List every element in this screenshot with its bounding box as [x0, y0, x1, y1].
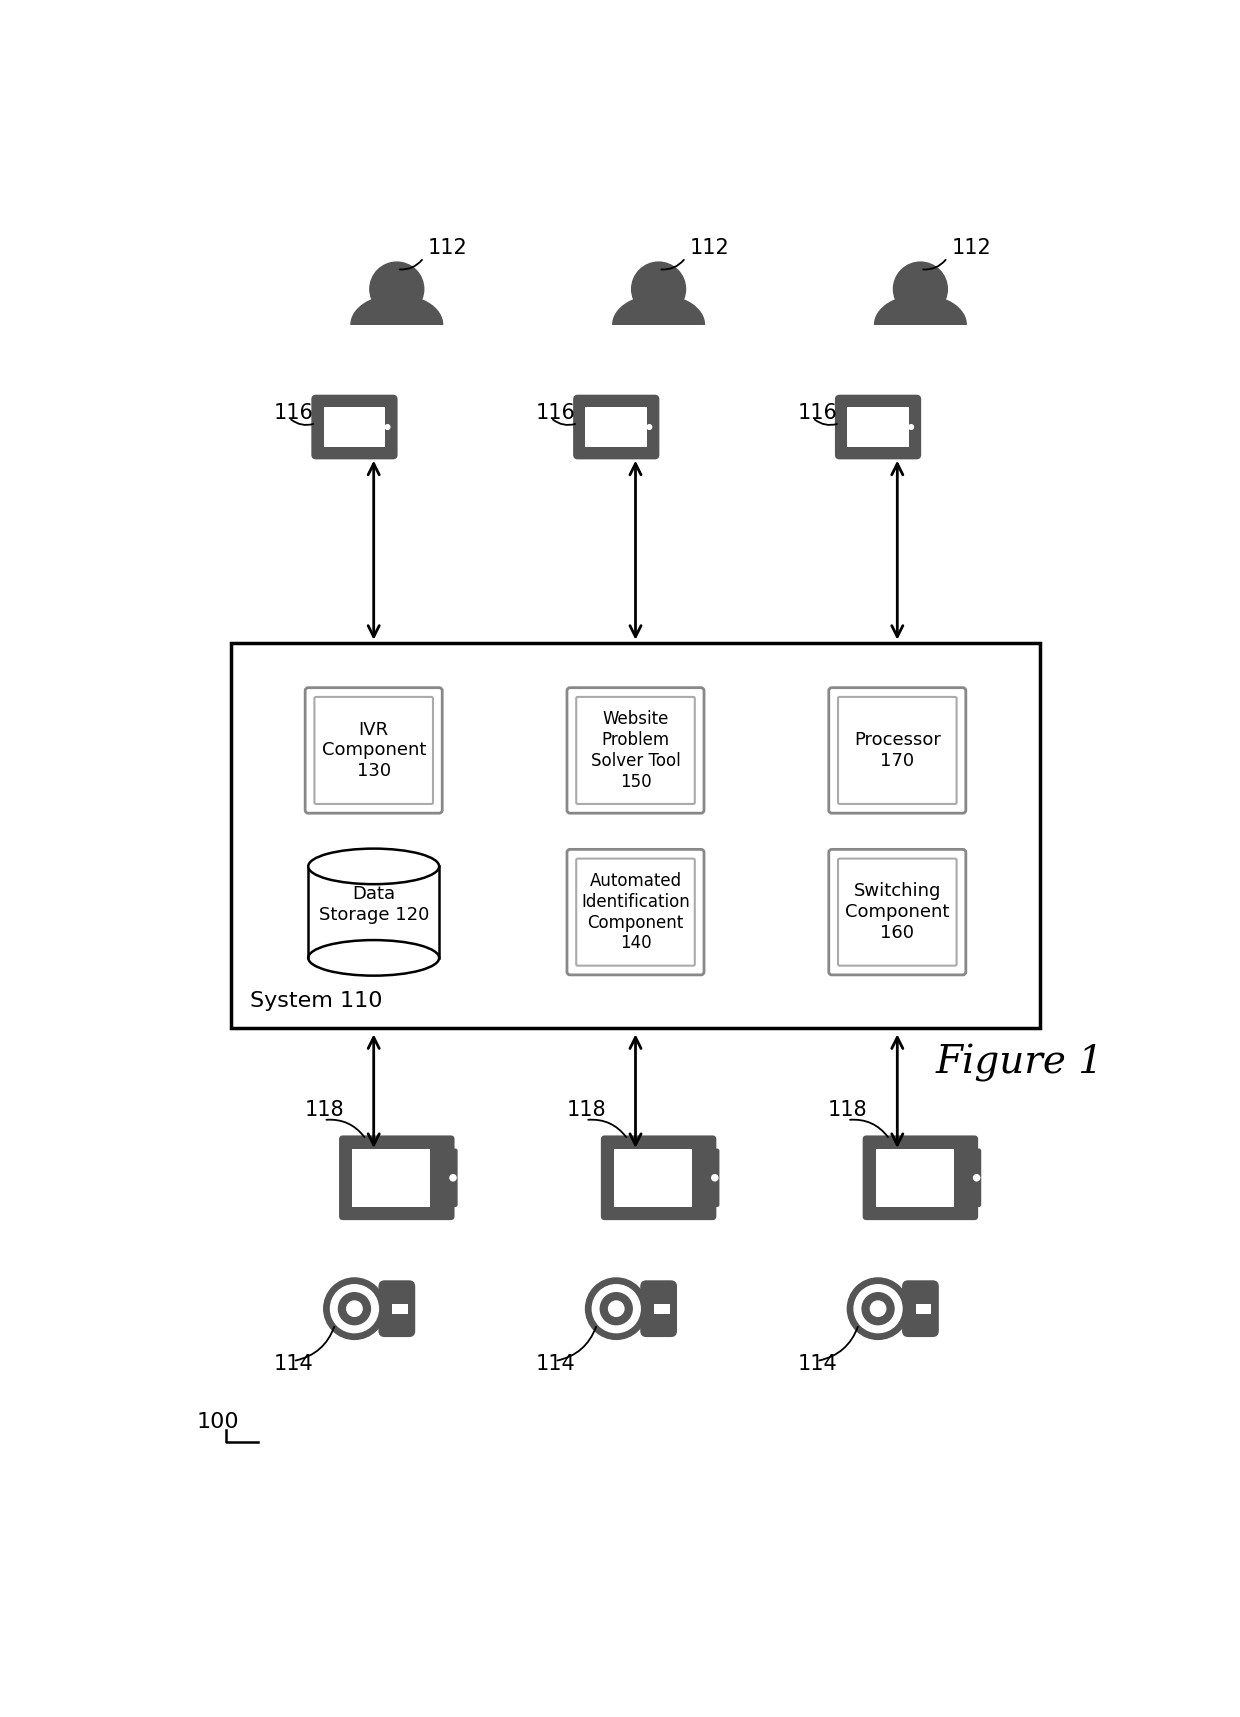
Circle shape	[712, 1174, 718, 1181]
Circle shape	[386, 424, 389, 429]
Circle shape	[894, 263, 947, 316]
FancyBboxPatch shape	[339, 1135, 455, 1221]
FancyBboxPatch shape	[315, 697, 433, 804]
Bar	[585, 407, 647, 446]
Circle shape	[600, 1293, 632, 1324]
Ellipse shape	[644, 1320, 658, 1331]
FancyBboxPatch shape	[828, 689, 966, 814]
Circle shape	[647, 424, 652, 429]
FancyBboxPatch shape	[601, 1135, 717, 1221]
FancyBboxPatch shape	[701, 1149, 719, 1207]
FancyBboxPatch shape	[311, 395, 398, 460]
Text: 114: 114	[536, 1355, 575, 1374]
Bar	[609, 325, 708, 359]
Bar	[347, 325, 446, 359]
Ellipse shape	[915, 1286, 930, 1298]
Text: 116: 116	[274, 403, 314, 424]
Text: Data
Storage 120: Data Storage 120	[319, 886, 429, 924]
FancyBboxPatch shape	[901, 1281, 939, 1338]
Ellipse shape	[351, 295, 443, 354]
Circle shape	[370, 263, 424, 316]
Text: 114: 114	[274, 1355, 314, 1374]
Text: 116: 116	[797, 403, 837, 424]
Text: Switching
Component
160: Switching Component 160	[846, 883, 950, 943]
Circle shape	[973, 1174, 980, 1181]
Text: 118: 118	[567, 1101, 606, 1119]
Bar	[231, 642, 1040, 1028]
Ellipse shape	[382, 1320, 396, 1331]
Circle shape	[339, 1293, 371, 1324]
Circle shape	[450, 1174, 456, 1181]
Bar	[916, 1305, 931, 1314]
Text: Website
Problem
Solver Tool
150: Website Problem Solver Tool 150	[590, 711, 681, 790]
FancyBboxPatch shape	[567, 850, 704, 975]
Text: 112: 112	[951, 237, 991, 258]
FancyBboxPatch shape	[573, 395, 660, 460]
Ellipse shape	[874, 295, 966, 354]
Bar	[614, 1149, 692, 1207]
Bar	[352, 1149, 430, 1207]
Text: 112: 112	[689, 237, 729, 258]
FancyBboxPatch shape	[439, 1149, 458, 1207]
FancyBboxPatch shape	[577, 858, 694, 965]
Text: Figure 1: Figure 1	[936, 1044, 1104, 1082]
Text: System 110: System 110	[250, 991, 383, 1011]
Text: IVR
Component
130: IVR Component 130	[321, 721, 425, 780]
FancyBboxPatch shape	[828, 850, 966, 975]
Bar	[309, 867, 439, 958]
Ellipse shape	[905, 1320, 920, 1331]
FancyBboxPatch shape	[378, 1281, 415, 1338]
FancyBboxPatch shape	[305, 689, 443, 814]
Circle shape	[331, 1284, 378, 1332]
Bar	[392, 1305, 408, 1314]
Text: 112: 112	[428, 237, 467, 258]
FancyBboxPatch shape	[962, 1149, 981, 1207]
FancyBboxPatch shape	[577, 697, 694, 804]
Text: 114: 114	[797, 1355, 837, 1374]
Ellipse shape	[309, 941, 439, 975]
Text: 118: 118	[828, 1101, 868, 1119]
Circle shape	[631, 263, 686, 316]
Circle shape	[347, 1301, 362, 1317]
Ellipse shape	[309, 848, 439, 884]
Ellipse shape	[613, 295, 704, 354]
Bar	[870, 325, 970, 359]
Bar	[847, 407, 909, 446]
FancyBboxPatch shape	[835, 395, 921, 460]
Ellipse shape	[391, 1286, 407, 1298]
FancyBboxPatch shape	[838, 858, 956, 965]
Text: 116: 116	[536, 403, 575, 424]
Circle shape	[593, 1284, 640, 1332]
Circle shape	[862, 1293, 894, 1324]
Text: 118: 118	[304, 1101, 343, 1119]
Circle shape	[324, 1277, 386, 1339]
FancyBboxPatch shape	[838, 697, 956, 804]
Text: Processor
170: Processor 170	[854, 731, 941, 769]
FancyBboxPatch shape	[640, 1281, 677, 1338]
Ellipse shape	[652, 1286, 668, 1298]
Text: 100: 100	[197, 1411, 239, 1432]
Bar	[324, 407, 386, 446]
FancyBboxPatch shape	[863, 1135, 978, 1221]
Circle shape	[870, 1301, 885, 1317]
Circle shape	[909, 424, 914, 429]
Circle shape	[847, 1277, 909, 1339]
Bar	[653, 1305, 670, 1314]
Bar	[875, 1149, 954, 1207]
FancyBboxPatch shape	[567, 689, 704, 814]
Circle shape	[854, 1284, 901, 1332]
Circle shape	[585, 1277, 647, 1339]
Text: Automated
Identification
Component
140: Automated Identification Component 140	[582, 872, 689, 953]
Circle shape	[609, 1301, 624, 1317]
